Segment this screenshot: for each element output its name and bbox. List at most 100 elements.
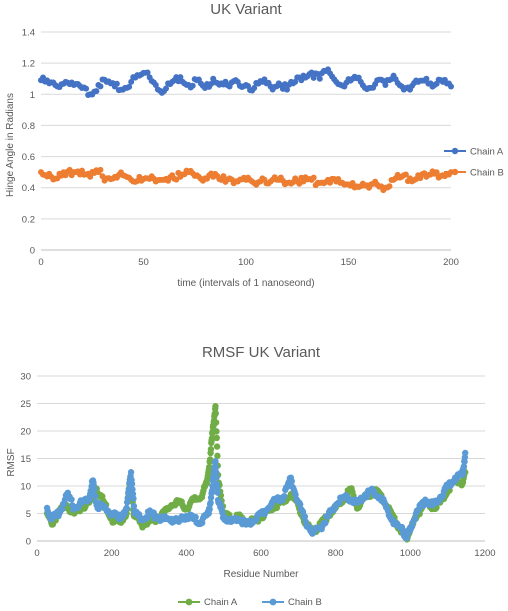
hinge-data-point (189, 82, 196, 89)
hinge-data-point (113, 80, 120, 87)
rmsf-data-point (123, 504, 130, 512)
hinge-y-tick-label: 0.6 (22, 152, 35, 163)
rmsf-legend-entry: Chain B (262, 597, 322, 608)
rmsf-x-tick-label: 1000 (400, 548, 421, 559)
hinge-data-point (310, 74, 317, 81)
hinge-y-tick-label: 1.4 (22, 28, 35, 39)
hinge-data-point (251, 85, 258, 92)
hinge-data-point (177, 74, 184, 81)
hinge-data-point (310, 174, 317, 181)
hinge-y-tick-label: 0.2 (22, 214, 35, 225)
rmsf-chart-title: RMSF UK Variant (202, 344, 321, 361)
hinge-legend-entry: Chain A (444, 147, 504, 158)
hinge-angle-chart: UK Variant 0 0.2 0.4 0.6 0.8 1 1.2 1.4 0 50 100 150 2… (0, 0, 508, 300)
rmsf-data-point (213, 474, 220, 481)
hinge-data-point (83, 85, 90, 92)
hinge-legend-label: Chain A (470, 147, 504, 158)
rmsf-data-point (214, 484, 221, 492)
rmsf-x-tick-label: 0 (34, 548, 39, 559)
rmsf-y-tick-label: 10 (20, 482, 31, 493)
hinge-data-point (163, 85, 170, 92)
rmsf-data-point (128, 480, 136, 488)
hinge-legend-entry: Chain B (444, 168, 504, 179)
hinge-x-axis-label: time (intervals of 1 nanoseond) (177, 278, 314, 289)
rmsf-y-tick-label: 30 (20, 372, 31, 383)
rmsf-data-point (411, 516, 419, 523)
hinge-data-point (87, 173, 94, 180)
rmsf-data-point (192, 513, 199, 521)
hinge-y-tick-label: 0.8 (22, 121, 35, 132)
hinge-series-chain-b (38, 166, 454, 194)
rmsf-x-tick-label: 600 (253, 548, 269, 559)
rmsf-data-point (91, 486, 98, 493)
rmsf-chart-svg: RMSF UK Variant 0 5 10 15 20 25 30 0 200 400 600 800… (6, 344, 496, 608)
rmsf-data-point (206, 463, 213, 471)
rmsf-legend-marker (269, 598, 277, 606)
rmsf-data-point (322, 519, 329, 527)
rmsf-y-tick-label: 20 (20, 427, 31, 438)
rmsf-data-point (212, 410, 219, 417)
rmsf-legend-label: Chain A (204, 597, 238, 608)
rmsf-data-point (462, 449, 469, 457)
hinge-y-tick-label: 0.4 (22, 183, 35, 194)
rmsf-data-point (68, 496, 75, 503)
rmsf-x-tick-label: 400 (178, 548, 194, 559)
hinge-data-point (382, 81, 389, 88)
rmsf-data-point (213, 434, 220, 442)
hinge-data-point (402, 171, 409, 178)
hinge-data-point (144, 69, 151, 76)
hinge-data-point (423, 75, 430, 82)
rmsf-data-point (213, 428, 220, 435)
rmsf-data-point (212, 458, 219, 465)
rmsf-data-point (213, 443, 221, 450)
hinge-data-point (284, 86, 290, 93)
rmsf-data-point (297, 501, 304, 508)
rmsf-data-point (207, 499, 214, 506)
rmsf-data-point (214, 489, 221, 496)
rmsf-chart: RMSF UK Variant 0 5 10 15 20 25 30 0 200 400 600 800… (0, 330, 508, 611)
hinge-legend-marker (451, 147, 459, 155)
rmsf-x-tick-label: 800 (328, 548, 344, 559)
rmsf-legend-marker (185, 598, 193, 606)
hinge-data-point (316, 75, 323, 82)
hinge-x-tick-label: 200 (443, 257, 459, 268)
hinge-legend-marker (451, 168, 459, 176)
hinge-series-chain-a (38, 66, 454, 98)
rmsf-data-point (301, 513, 309, 520)
rmsf-data-point (207, 446, 215, 453)
hinge-y-axis-label: Hinge Angle in Radians (5, 93, 16, 197)
rmsf-y-tick-label: 5 (26, 509, 31, 520)
rmsf-data-point (124, 494, 131, 502)
rmsf-x-tick-label: 200 (104, 548, 120, 559)
hinge-chart-title: UK Variant (210, 1, 282, 18)
rmsf-data-point (130, 495, 137, 502)
hinge-data-point (152, 81, 159, 88)
rmsf-data-point (127, 469, 135, 476)
hinge-data-point (128, 78, 135, 85)
rmsf-data-point (214, 452, 221, 460)
hinge-x-tick-label: 50 (138, 257, 149, 268)
rmsf-series-chain-b (43, 449, 469, 542)
rmsf-y-tick-label: 0 (26, 537, 31, 548)
rmsf-data-point (460, 463, 468, 470)
rmsf-y-tick-label: 25 (20, 399, 31, 410)
rmsf-data-point (92, 492, 99, 500)
hinge-data-point (97, 83, 104, 90)
rmsf-y-axis-label: RMSF (6, 448, 17, 476)
hinge-y-tick-label: 1 (30, 90, 35, 101)
rmsf-data-point (212, 419, 220, 426)
rmsf-data-point (208, 435, 216, 442)
hinge-data-point (349, 180, 356, 187)
hinge-x-tick-label: 0 (38, 257, 43, 268)
hinge-legend-label: Chain B (470, 168, 504, 179)
hinge-data-point (93, 88, 100, 95)
rmsf-legend-label: Chain B (288, 597, 322, 608)
rmsf-data-point (212, 464, 220, 471)
rmsf-data-point (208, 487, 216, 494)
hinge-data-point (220, 173, 227, 180)
rmsf-data-point (206, 456, 214, 463)
rmsf-data-point (206, 506, 213, 513)
rmsf-y-tick-label: 15 (20, 454, 31, 465)
hinge-angle-chart-svg: UK Variant 0 0.2 0.4 0.6 0.8 1 1.2 1.4 0 50 100 150 2… (5, 1, 504, 289)
hinge-data-point (97, 166, 104, 173)
